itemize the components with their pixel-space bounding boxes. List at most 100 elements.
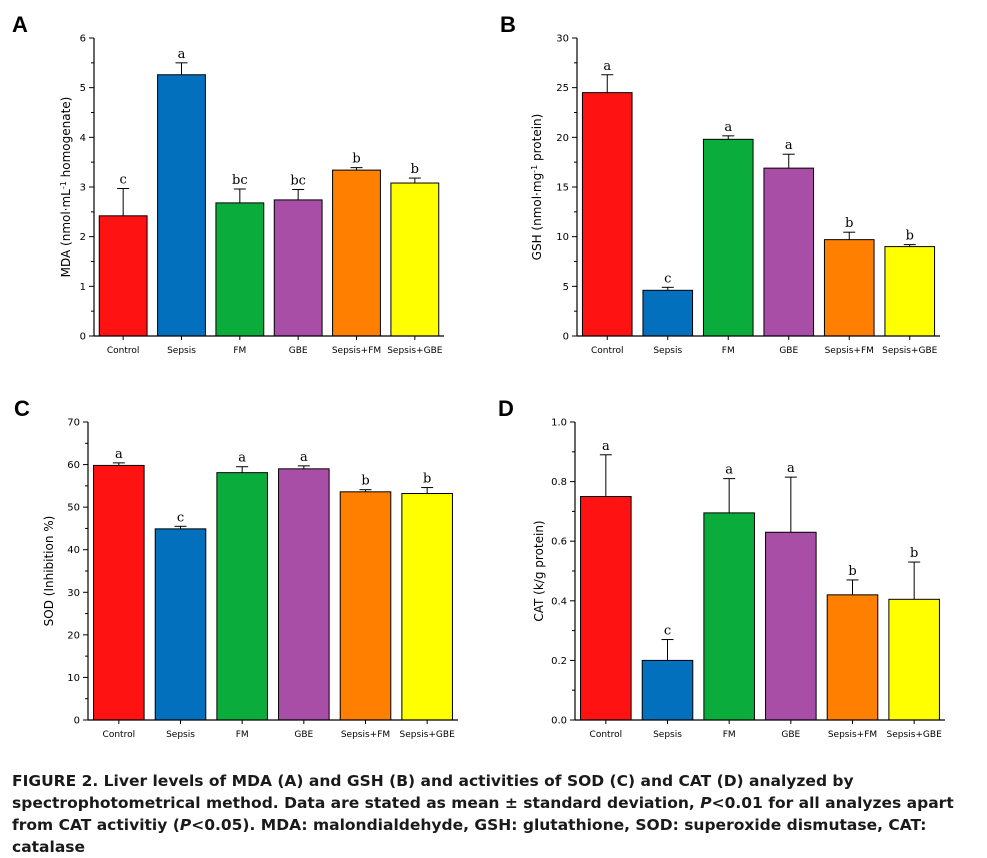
bar-sepsis-fm <box>332 169 381 337</box>
significance-letter: a <box>238 451 246 466</box>
y-tick-label: 50 <box>67 503 80 514</box>
y-tick-label: 0.0 <box>551 716 567 727</box>
error-bar <box>174 525 187 529</box>
bar-control <box>98 215 148 337</box>
bar-sepsis-fm <box>339 491 392 721</box>
x-tick-label: Control <box>107 346 140 356</box>
x-tick-label: FM <box>722 346 735 356</box>
significance-letter: b <box>848 564 856 579</box>
bar-sepsis-gbe <box>390 182 440 337</box>
bar-sepsis-fm <box>826 594 879 721</box>
y-tick-label: 0.6 <box>551 537 567 548</box>
x-tick-label: Sepsis+FM <box>828 730 877 740</box>
x-tick-label: Control <box>591 346 624 356</box>
y-tick-label: 30 <box>67 588 80 599</box>
y-tick-label: 0 <box>74 716 80 727</box>
panel-B: Ba Control c Sepsis a FM a GBE b Sepsis+FM b Sepsis… <box>500 12 940 356</box>
error-bar <box>233 188 246 203</box>
y-tick-label: 70 <box>67 418 80 429</box>
y-tick-label: 0 <box>80 332 86 343</box>
significance-letter: c <box>177 510 184 525</box>
significance-letter: b <box>845 216 853 231</box>
error-bar <box>408 177 421 184</box>
y-tick-label: 0 <box>563 332 569 343</box>
significance-letter: c <box>120 172 127 187</box>
significance-letter: c <box>664 624 671 639</box>
y-tick-label: 10 <box>67 673 80 684</box>
x-tick-label: GBE <box>781 730 800 740</box>
error-bar <box>350 167 363 171</box>
bar-fm <box>216 472 268 721</box>
x-tick-label: Sepsis+GBE <box>400 730 456 740</box>
error-bar <box>723 478 736 513</box>
caption-p-italic-1: P <box>700 794 712 812</box>
bar-gbe <box>763 167 815 337</box>
caption-p-italic-2: P <box>179 816 192 834</box>
error-bar <box>846 579 859 595</box>
y-tick-label: 40 <box>67 545 80 556</box>
x-tick-label: Sepsis+FM <box>341 730 390 740</box>
y-tick-label: 5 <box>563 282 569 293</box>
x-tick-label: Sepsis+GBE <box>882 346 938 356</box>
y-tick-label: 0.8 <box>551 477 567 488</box>
panel-label: A <box>12 12 28 37</box>
x-tick-label: Sepsis+GBE <box>887 730 943 740</box>
y-tick-label: 15 <box>556 183 569 194</box>
y-tick-label: 6 <box>80 34 86 45</box>
bar-fm <box>215 202 265 337</box>
x-tick-label: Sepsis <box>166 730 195 740</box>
significance-letter: a <box>724 120 732 135</box>
y-axis-label: SOD (Inhibition %) <box>42 516 56 627</box>
figure-caption: FIGURE 2. Liver levels of MDA (A) and GS… <box>12 770 977 858</box>
bar-gbe <box>765 531 817 721</box>
x-tick-label: FM <box>233 346 246 356</box>
y-tick-label: 2 <box>80 232 86 243</box>
error-bar <box>112 462 125 466</box>
bar-control <box>581 92 633 337</box>
bar-sepsis <box>642 289 694 337</box>
bar-sepsis-gbe <box>888 598 940 721</box>
error-bar <box>908 561 921 600</box>
error-bar <box>421 487 434 494</box>
significance-letter: a <box>300 450 308 465</box>
significance-letter: a <box>603 59 611 74</box>
error-bar <box>599 454 612 497</box>
significance-letter: b <box>906 229 914 244</box>
y-tick-label: 0.2 <box>551 656 567 667</box>
bar-fm <box>702 138 754 337</box>
y-tick-label: 3 <box>80 183 86 194</box>
error-bar <box>843 231 856 240</box>
x-tick-label: GBE <box>294 730 313 740</box>
x-tick-label: GBE <box>289 346 308 356</box>
error-bar <box>661 286 674 291</box>
x-tick-label: FM <box>236 730 249 740</box>
x-tick-label: Control <box>590 730 623 740</box>
significance-letter: b <box>411 162 419 177</box>
significance-letter: a <box>178 47 186 62</box>
y-axis-label: GSH (nmol·mg-1 protein) <box>530 114 545 261</box>
y-tick-label: 0.4 <box>551 596 567 607</box>
bar-control <box>93 464 145 721</box>
significance-letter: bc <box>232 173 248 188</box>
panel-D: Da Control c Sepsis a FM a GBE b Sepsis+FM b Sepsis… <box>498 396 945 740</box>
y-tick-label: 20 <box>556 133 569 144</box>
bar-sepsis <box>154 528 207 721</box>
y-tick-label: 5 <box>80 83 86 94</box>
y-tick-label: 30 <box>556 34 569 45</box>
figure-panels: AcControlaSepsisbcFMbcGBEbSepsis+FMbSeps… <box>12 12 945 740</box>
error-bar <box>601 74 614 93</box>
caption-part-1: FIGURE 2. Liver levels of MDA (A) and GS… <box>12 772 854 812</box>
error-bar <box>292 188 305 200</box>
significance-letter: a <box>115 447 123 462</box>
bar-sepsis <box>641 659 694 721</box>
y-tick-label: 4 <box>80 133 86 144</box>
significance-letter: b <box>423 472 431 487</box>
y-tick-label: 1 <box>80 282 86 293</box>
significance-letter: a <box>785 138 793 153</box>
error-bar <box>782 153 795 169</box>
y-tick-label: 20 <box>67 630 80 641</box>
bar-sepsis <box>157 74 206 337</box>
error-bar <box>297 465 310 469</box>
panel-label: B <box>500 12 516 37</box>
bar-gbe <box>278 468 330 721</box>
